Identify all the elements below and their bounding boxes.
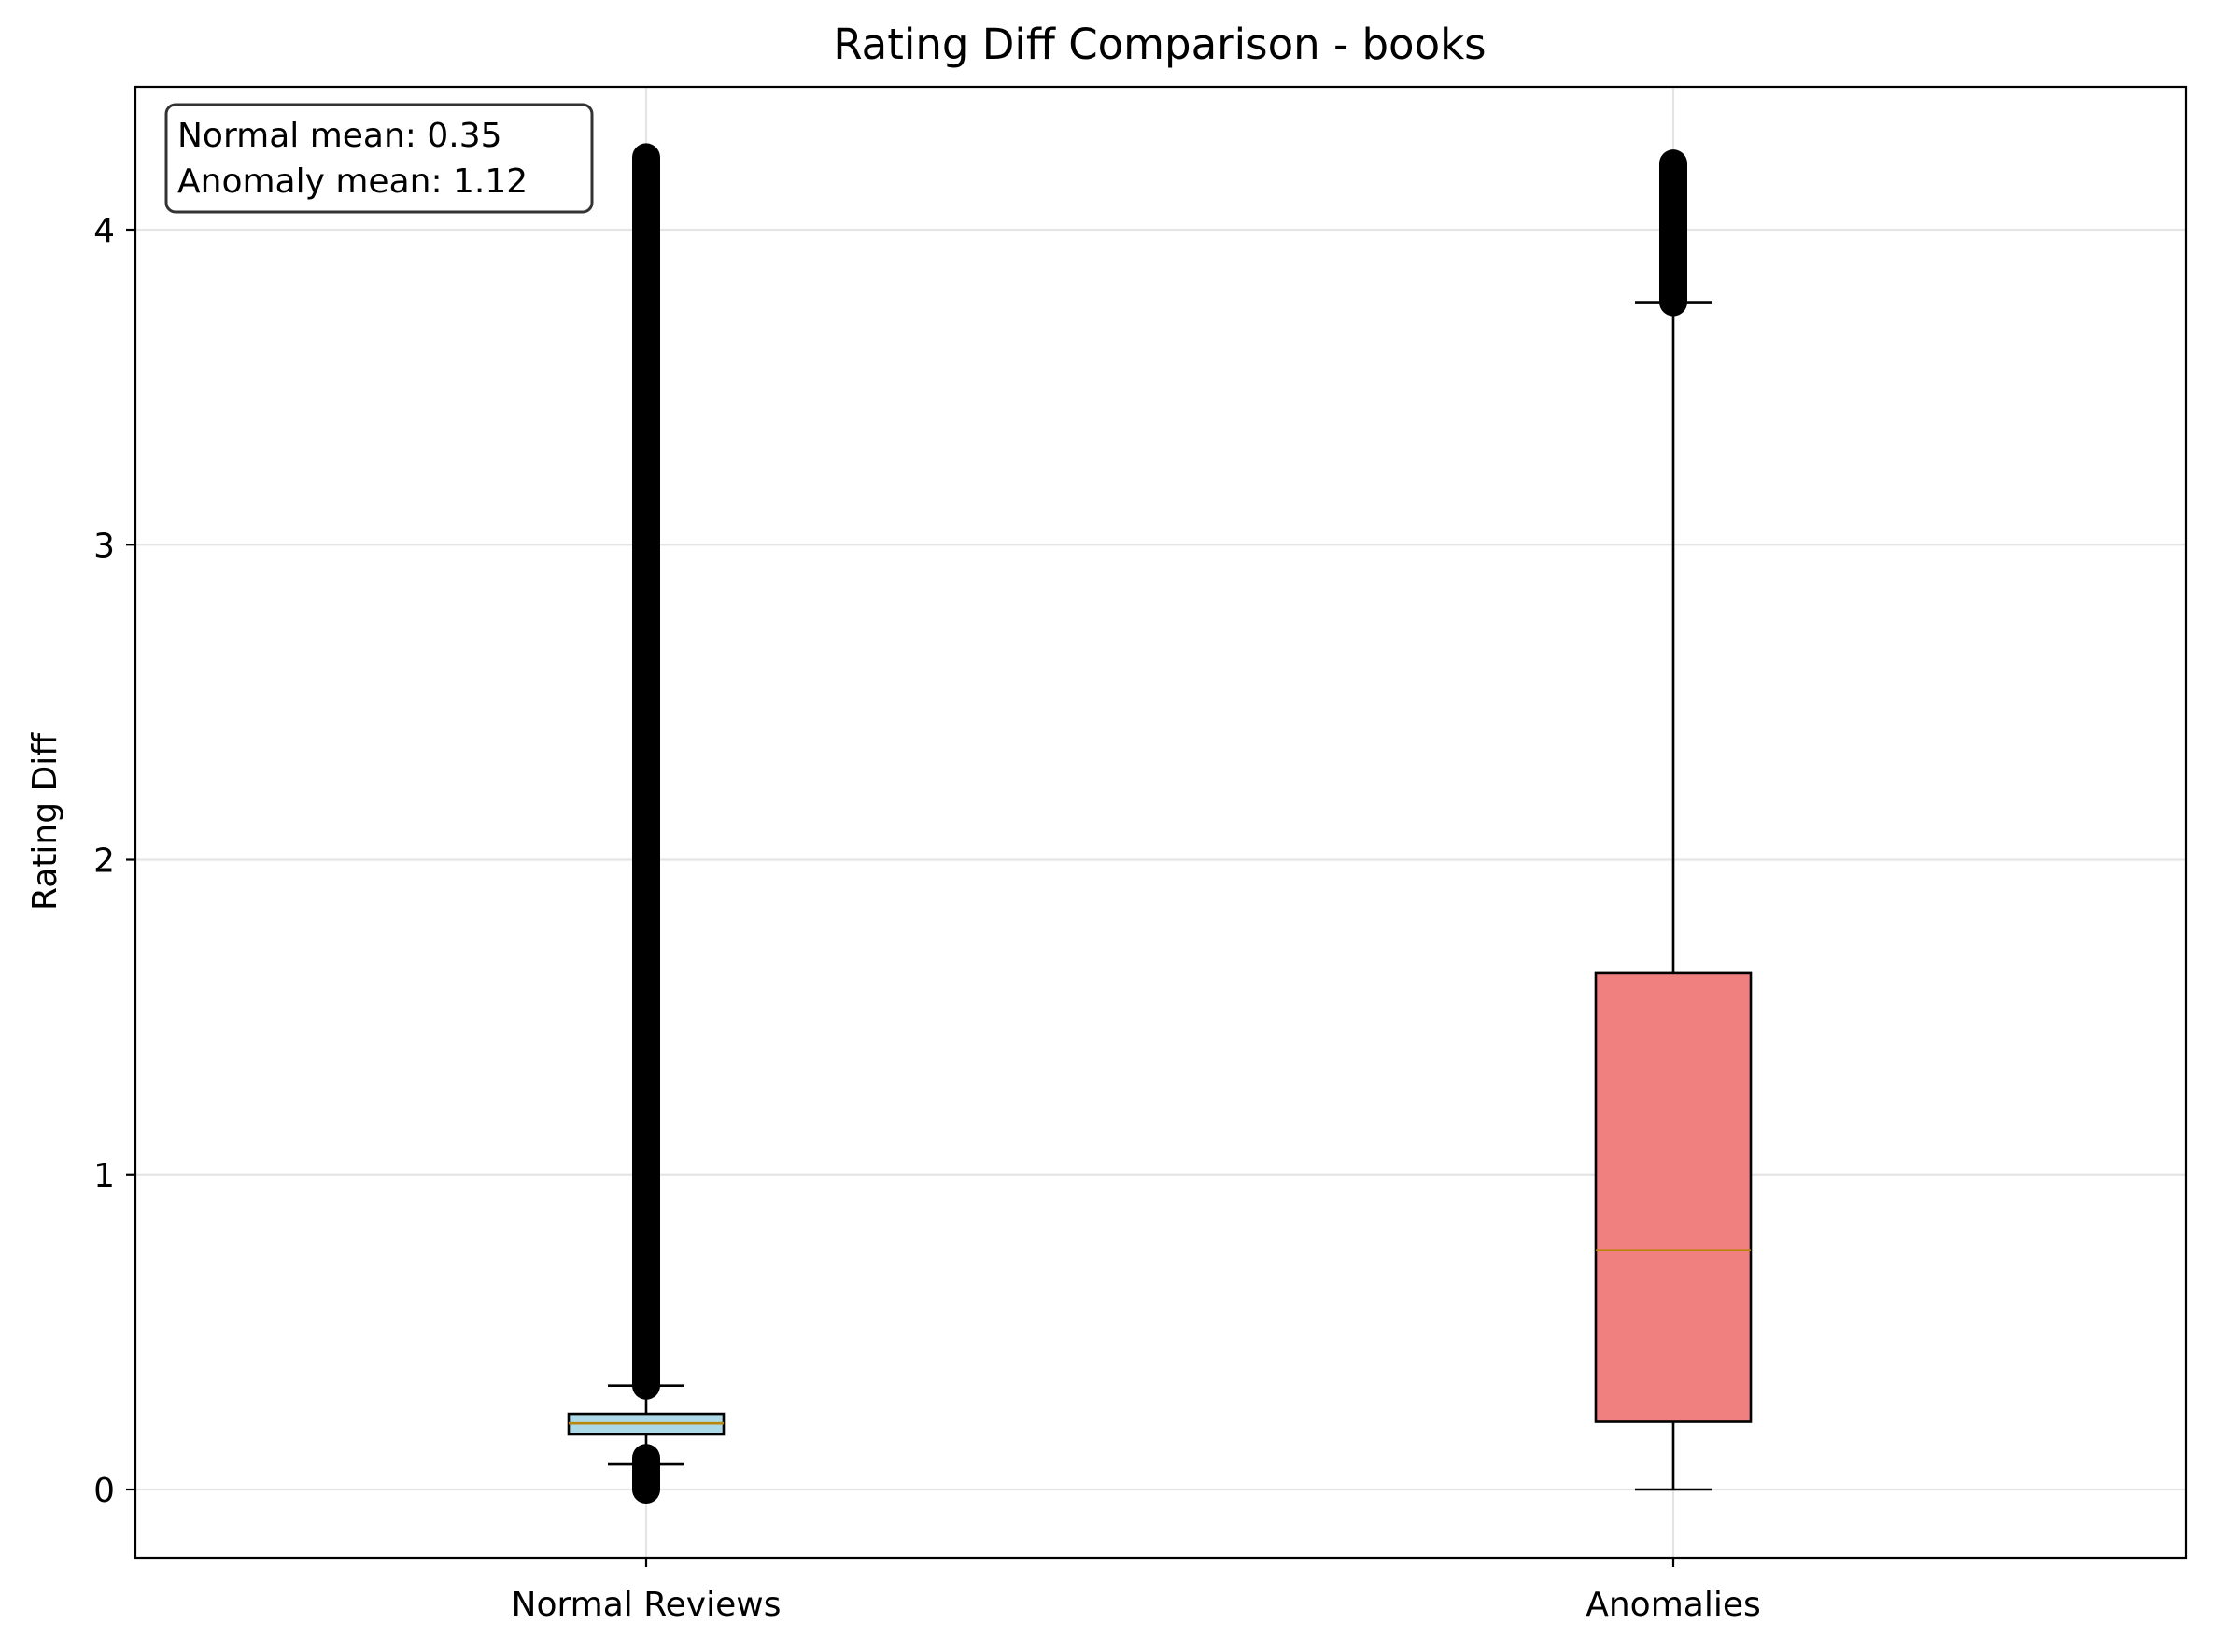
marks-layer: [567, 143, 1753, 1504]
x-tick-label: Normal Reviews: [512, 1586, 782, 1624]
y-tick-label: 4: [93, 212, 115, 250]
grid-layer: [135, 87, 2186, 1558]
plot-frame: [134, 85, 2188, 1560]
y-tick-label: 1: [93, 1157, 115, 1195]
chart-title: Rating Diff Comparison - books: [833, 20, 1486, 69]
anomaly-mean-text: Anomaly mean: 1.12: [177, 162, 528, 201]
mean-annotation: Normal mean: 0.35 Anomaly mean: 1.12: [164, 103, 594, 214]
annotation-box: [164, 103, 594, 214]
normal-mean-text: Normal mean: 0.35: [177, 117, 502, 155]
box-group-anomalies: [1594, 149, 1753, 1491]
x-tick-label: Anomalies: [1586, 1586, 1761, 1624]
iqr-box: [1594, 971, 1753, 1423]
y-tick-label: 3: [93, 527, 115, 565]
y-axis-label: Rating Diff: [26, 732, 64, 911]
y-tick-label: 2: [93, 842, 115, 881]
box-group-normal-reviews: [567, 143, 726, 1504]
y-tick-label: 0: [93, 1472, 115, 1510]
axis-layer: 0 1 2 3 4 Normal Reviews Anomalies: [93, 212, 1761, 1624]
